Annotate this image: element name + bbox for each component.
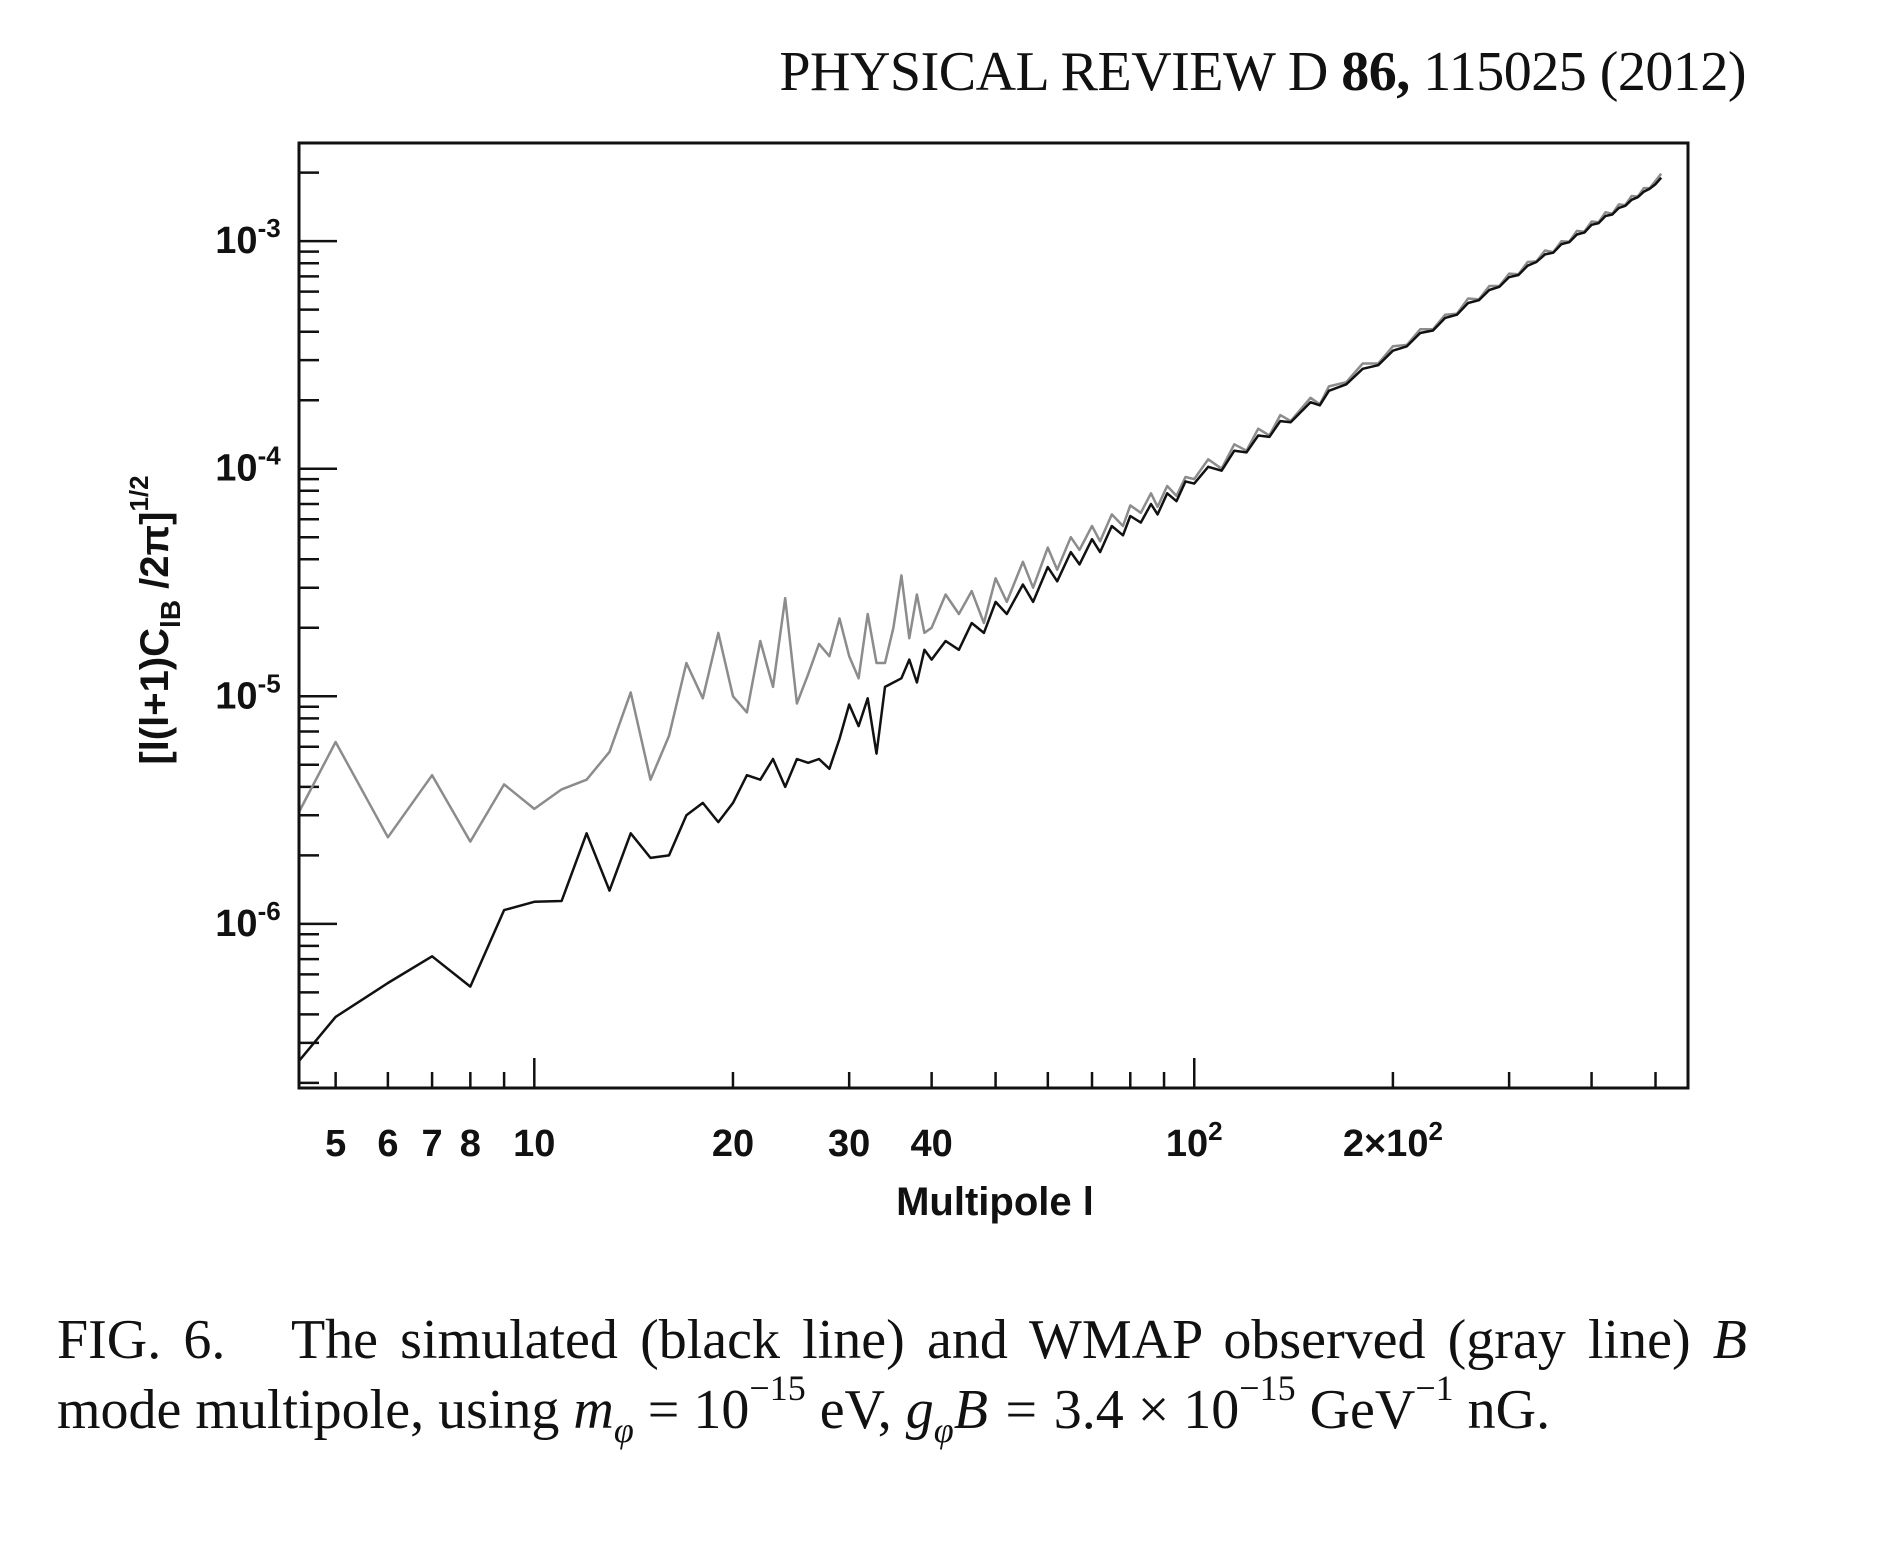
tick-labels: 5 6 7 8 10 20 30 40 102 2×102 10-3 10-4 10-5 10-6	[215, 213, 1443, 1165]
journal-volume: 86,	[1341, 41, 1410, 103]
journal-header: PHYSICAL REVIEW D 86, 115025 (2012)	[779, 40, 1746, 104]
series-lines	[297, 172, 1663, 1062]
y-tick-label: 10-3	[215, 213, 280, 262]
caption-unit: eV,	[819, 1379, 892, 1441]
caption-text: The simulated (black line) and WMAP obse…	[290, 1309, 1691, 1371]
y-tick-label: 10-4	[215, 441, 281, 490]
caption-label: FIG. 6.	[57, 1309, 226, 1371]
caption-exp: −15	[1239, 1368, 1296, 1408]
caption-phi: φ	[933, 1410, 954, 1450]
series-line-wmap-observed	[297, 172, 1663, 843]
x-tick-label: 10	[513, 1123, 555, 1165]
caption-eq: = 10	[647, 1379, 750, 1441]
caption-B: B	[1712, 1309, 1748, 1371]
caption-m: m	[573, 1379, 614, 1441]
x-axis-title: Multipole l	[896, 1180, 1094, 1224]
caption-eq: B =	[953, 1379, 1040, 1441]
caption-unit: nG.	[1467, 1379, 1551, 1441]
caption-unit: GeV	[1309, 1379, 1416, 1441]
plot-frame	[297, 141, 1690, 1090]
y-axis-title: [l(l+1)ClB /2π]1/2	[124, 475, 186, 764]
x-tick-label: 102	[1166, 1116, 1223, 1165]
caption-exp: −15	[749, 1368, 806, 1408]
journal-name: PHYSICAL REVIEW D	[779, 41, 1328, 103]
y-tick-label: 10-5	[215, 668, 280, 717]
article-id: 115025 (2012)	[1423, 41, 1746, 103]
x-tick-label: 20	[712, 1123, 754, 1165]
series-line-simulated	[298, 176, 1663, 1062]
caption-phi: φ	[613, 1410, 634, 1450]
x-tick-label: 7	[422, 1123, 443, 1165]
x-tick-label: 8	[460, 1123, 481, 1165]
caption-text: mode multipole, using	[57, 1379, 560, 1441]
caption-g: g	[905, 1379, 934, 1441]
x-tick-label: 6	[377, 1123, 398, 1165]
figure-caption: FIG. 6. The simulated (black line) and W…	[57, 1305, 1748, 1448]
x-tick-label: 30	[828, 1123, 870, 1165]
axis-ticks	[299, 171, 1657, 1088]
x-tick-label: 40	[910, 1123, 952, 1165]
caption-coef: 3.4 × 10	[1053, 1379, 1240, 1441]
y-axis-title-text: [l(l+1)ClB /2π]1/2	[124, 475, 186, 764]
y-tick-label: 10-6	[215, 896, 280, 945]
x-tick-label: 2×102	[1343, 1116, 1443, 1165]
caption-exp: −1	[1415, 1368, 1454, 1408]
x-tick-label: 5	[325, 1123, 346, 1165]
